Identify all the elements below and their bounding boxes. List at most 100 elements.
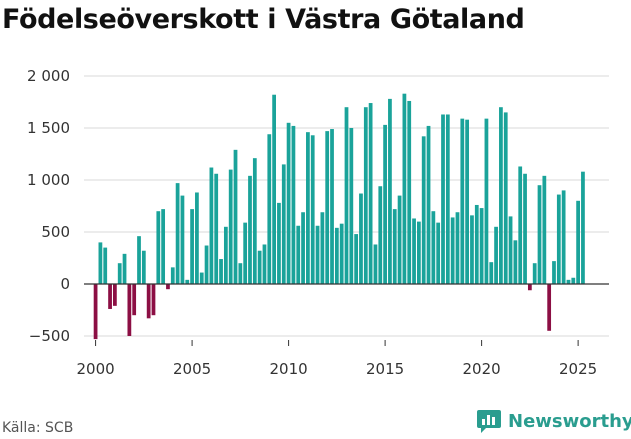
bar xyxy=(170,267,175,284)
bar xyxy=(441,114,445,284)
bar xyxy=(523,173,527,284)
bar xyxy=(137,236,141,284)
x-tick-label: 2010 xyxy=(270,360,308,378)
bar xyxy=(388,98,392,284)
bar xyxy=(397,195,402,284)
x-tick-label: 2000 xyxy=(76,360,114,378)
bar xyxy=(185,279,190,284)
bar xyxy=(547,284,552,331)
bar xyxy=(93,284,98,340)
bar xyxy=(262,244,267,284)
bar xyxy=(151,284,156,316)
bar xyxy=(455,212,460,284)
bar xyxy=(436,222,441,284)
bar xyxy=(489,262,494,284)
y-tick-label: 2 000 xyxy=(27,67,70,85)
bar xyxy=(556,194,561,284)
bar xyxy=(566,279,571,284)
bar xyxy=(117,263,122,284)
bar xyxy=(532,263,537,284)
bar xyxy=(325,131,330,284)
bar xyxy=(310,135,315,284)
bar xyxy=(108,284,112,309)
bar xyxy=(248,175,252,284)
bar xyxy=(281,164,286,284)
bar xyxy=(175,183,180,284)
bar xyxy=(412,218,416,284)
x-tick-label: 2005 xyxy=(173,360,211,378)
bar xyxy=(344,107,349,284)
bar xyxy=(301,212,305,284)
bar xyxy=(527,284,532,291)
bar xyxy=(513,240,518,284)
x-tick-label: 2025 xyxy=(559,360,597,378)
bar xyxy=(421,136,426,284)
bar xyxy=(219,259,223,284)
bar xyxy=(122,253,127,284)
bar xyxy=(223,226,228,284)
bar xyxy=(354,234,359,284)
bar-chart: −500 0 500 1 000 1 500 2 000 2000 2005 2010 2015… xyxy=(27,67,609,378)
bar xyxy=(470,215,474,284)
y-tick-label: −500 xyxy=(29,327,70,345)
bar xyxy=(267,134,272,284)
bar xyxy=(571,277,576,284)
bar xyxy=(199,272,204,284)
bar xyxy=(445,114,450,284)
bar xyxy=(257,250,262,284)
bar xyxy=(228,169,233,284)
y-tick-label: 1 500 xyxy=(27,119,70,137)
bar xyxy=(233,149,238,284)
bar xyxy=(214,173,219,284)
bar xyxy=(103,247,108,284)
bar xyxy=(368,103,373,284)
bar xyxy=(190,209,194,284)
bar xyxy=(166,284,170,290)
bar xyxy=(195,192,199,284)
bar xyxy=(359,193,363,284)
bar xyxy=(378,186,383,284)
bar xyxy=(450,217,455,284)
source-label: Källa: SCB xyxy=(2,420,74,436)
bar xyxy=(180,195,185,284)
bar xyxy=(252,158,257,284)
bar xyxy=(479,208,484,284)
bar xyxy=(291,125,296,284)
brand-name: Newsworthy xyxy=(508,410,631,432)
newsworthy-icon xyxy=(477,410,501,433)
bar xyxy=(132,284,137,316)
newsworthy-logo[interactable]: Newsworthy xyxy=(476,408,631,434)
bar xyxy=(272,94,276,284)
bar xyxy=(238,263,243,284)
bar xyxy=(320,212,325,284)
bar xyxy=(334,227,339,284)
bar xyxy=(363,107,368,284)
x-tick-label: 2020 xyxy=(463,360,501,378)
bar xyxy=(484,118,489,284)
bar xyxy=(518,166,523,284)
bar xyxy=(407,100,412,285)
bar xyxy=(431,211,436,284)
bar xyxy=(286,122,291,284)
bar xyxy=(339,223,344,284)
bar xyxy=(417,221,421,284)
bar xyxy=(349,128,354,284)
y-tick-label: 0 xyxy=(60,275,70,293)
bar xyxy=(306,132,310,284)
bar xyxy=(209,167,214,284)
y-axis: −500 0 500 1 000 1 500 2 000 xyxy=(27,67,70,345)
bar xyxy=(392,209,397,284)
bar xyxy=(204,245,209,284)
y-tick-label: 1 000 xyxy=(27,171,70,189)
bar xyxy=(542,175,547,284)
x-axis: 2000 2005 2010 2015 2020 2025 xyxy=(76,340,597,378)
bar xyxy=(402,93,407,285)
bar xyxy=(508,216,513,284)
bar xyxy=(537,185,542,284)
bar xyxy=(426,125,431,284)
bar xyxy=(277,202,281,284)
bar xyxy=(373,244,378,284)
bar xyxy=(146,284,151,319)
bar xyxy=(315,225,320,284)
chart-title: Födelseöverskott i Västra Götaland xyxy=(2,4,525,35)
